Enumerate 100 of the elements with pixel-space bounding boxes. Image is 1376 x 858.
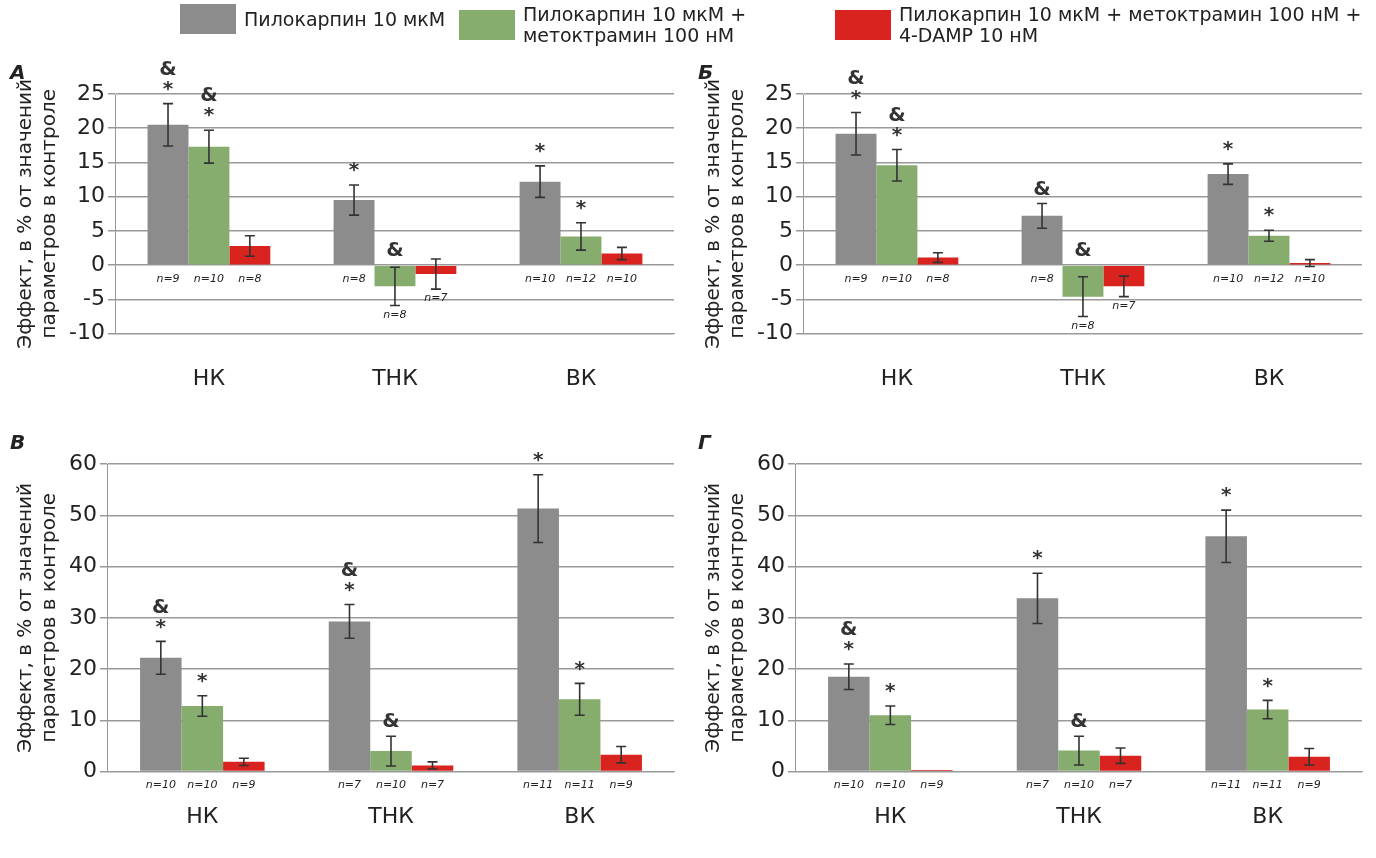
y-tick-label: 0 [778,250,793,276]
bar [600,754,642,771]
bar [147,124,189,265]
bar [140,657,182,771]
chart-title: Г [698,430,712,455]
annotation: n=10 [193,271,225,285]
annotation: & [1074,237,1092,262]
x-tick-label: ТНК [367,802,415,828]
y-tick-label: 60 [756,449,785,475]
bar [370,751,412,771]
text: n=7 [1025,777,1050,791]
legend-label: Пилокарпин 10 мкМ + метоктрамин 100 нМ + 4-DAMP 10 нМ [898,3,1363,46]
text: n=9 [232,777,256,791]
x-tick-label: НК [874,802,907,828]
bar [1288,756,1330,771]
x-tick-label: НК [880,364,914,390]
bar [1099,755,1142,771]
bar [1246,709,1289,771]
x-tick-label: НК [192,364,226,390]
x-tick-label: ТНК [1059,364,1107,390]
text: n=7 [337,777,362,791]
y-tick-label: 30 [68,603,97,629]
legend-label: Пилокарпин 10 мкМ [244,7,446,30]
x-tick-label: ВК [565,364,597,390]
y-tick-label: 10 [756,706,785,732]
x-tick-label: ТНК [371,364,419,390]
x-tick-label: ВК [564,802,596,828]
text: n=10 [1063,777,1095,791]
bar [560,236,602,265]
annotation: * [197,667,209,692]
text: n=10 [145,777,176,791]
y-tick-label: 5 [90,216,105,242]
y-tick-label: 15 [764,148,793,174]
annotation: n=8 [342,271,366,285]
annotation: n=7 [1112,298,1136,312]
bar [519,181,561,265]
y-tick-label: 20 [756,654,785,680]
text: n=10 [833,777,864,791]
text: n=10 [187,777,218,791]
y-tick-label: 40 [756,552,785,578]
text: n=11 [523,777,554,791]
annotation: n=10 [524,271,556,285]
y-axis-title: Эффект, в % от значений параметров в контроле [12,482,61,753]
bar [411,765,454,771]
y-axis-title: Эффект, в % от значений параметров в контроле [700,482,749,753]
annotation: n=8 [1071,318,1095,332]
bar [869,715,912,771]
annotation: * [1220,482,1232,507]
y-tick-label: 10 [68,706,97,732]
bar [181,705,224,771]
annotation: * [1032,545,1044,570]
text: n=9 [920,777,944,791]
annotation: * [575,194,587,219]
bar [415,265,457,275]
x-tick-label: ВК [1253,364,1285,390]
text: n=11 [1211,777,1242,791]
annotation: n=12 [1253,271,1285,285]
annotation: n=8 [238,271,262,285]
annotation: * [1222,136,1234,161]
y-tick-label: -10 [757,319,793,345]
bar [835,133,877,265]
bar [1021,215,1063,265]
annotation: n=12 [565,271,597,285]
y-tick-label: 20 [764,113,793,139]
bar [1103,265,1145,287]
annotation: n=10 [881,271,913,285]
y-tick-label: 15 [76,148,105,174]
annotation: & [382,708,400,733]
bar [1058,750,1100,771]
y-tick-label: 0 [90,250,105,276]
annotation: n=10 [1294,271,1326,285]
bar [333,200,375,265]
y-tick-label: -5 [771,285,793,311]
bar [1248,235,1290,265]
annotation: n=9 [844,271,868,285]
y-tick-label: 60 [68,449,97,475]
text: n=10 [875,777,906,791]
legend-label: Пилокарпин 10 мкМ + метоктрамин 100 нМ [522,3,748,46]
bar [517,508,559,771]
text: n=7 [1108,777,1133,791]
x-tick-label: НК [186,802,219,828]
y-tick-label: 10 [764,182,793,208]
bar [828,676,870,771]
annotation: n=9 [156,271,180,285]
annotation: & [386,237,404,262]
bar [328,621,371,771]
annotation: * [574,655,586,680]
bar [1207,174,1249,265]
bar [1062,265,1104,297]
y-tick-label: 0 [82,757,97,783]
chart-title: В [10,430,26,455]
y-tick-label: -10 [69,319,105,345]
annotation: * [885,678,897,703]
annotation: * [532,446,544,471]
annotation: & [1070,708,1088,733]
bar [876,165,918,265]
bar [1205,536,1247,771]
annotation: * [1263,202,1275,227]
x-tick-label: ВК [1252,802,1284,828]
text: n=9 [609,777,633,791]
